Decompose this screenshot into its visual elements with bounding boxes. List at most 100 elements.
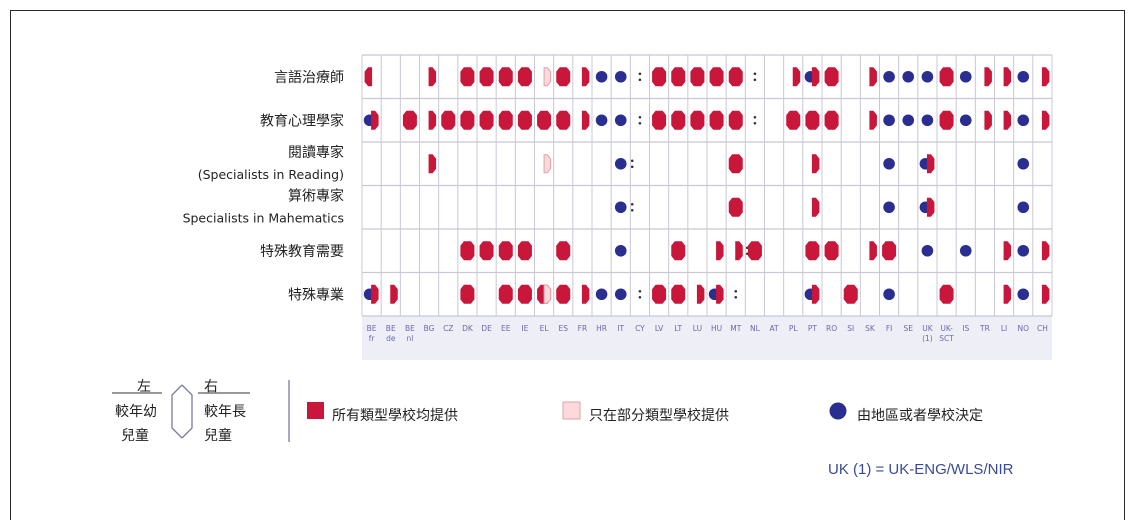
symbol-not-available	[753, 121, 757, 125]
symbol-all-schools	[709, 110, 724, 130]
age-key-bracket-left	[171, 384, 183, 439]
country-code: LV	[655, 324, 664, 333]
symbol-all-schools	[811, 197, 820, 217]
row-label: 言語治療師	[274, 69, 344, 86]
symbol-all-schools	[460, 284, 475, 304]
symbol-all-schools	[1003, 67, 1012, 87]
symbol-all-schools	[460, 110, 475, 130]
symbol-all-schools	[869, 110, 877, 130]
symbol-all-schools	[690, 110, 705, 130]
country-subcode: SCT	[939, 334, 954, 343]
symbol-local-decision	[902, 70, 915, 83]
symbol-all-schools	[939, 284, 954, 304]
country-code: RO	[826, 324, 837, 333]
symbol-all-schools	[556, 284, 571, 304]
symbol-local-decision	[883, 201, 895, 214]
country-code: LT	[674, 324, 682, 333]
symbol-all-schools	[869, 67, 877, 87]
country-code: CY	[635, 324, 645, 333]
symbol-local-decision	[614, 244, 627, 257]
symbol-local-decision	[595, 114, 608, 127]
symbol-all-schools	[1041, 67, 1050, 87]
symbol-all-schools	[824, 67, 839, 87]
symbol-some-schools	[543, 284, 552, 304]
country-code: SE	[904, 324, 914, 333]
symbol-some-schools	[543, 67, 552, 87]
symbol-all-schools	[498, 284, 513, 304]
symbol-not-available	[753, 72, 757, 76]
symbol-not-available	[630, 208, 634, 212]
country-code: NO	[1017, 324, 1029, 333]
symbol-local-decision	[614, 114, 627, 127]
symbol-not-available	[753, 78, 757, 82]
age-key-bracket-right	[181, 384, 193, 439]
symbol-all-schools	[811, 154, 820, 174]
symbol-all-schools	[939, 110, 954, 130]
country-code: DE	[481, 324, 492, 333]
symbol-all-schools	[517, 110, 532, 130]
symbol-local-decision	[883, 288, 895, 301]
symbol-all-schools	[652, 284, 667, 304]
country-code: CH	[1037, 324, 1048, 333]
symbol-all-schools	[1041, 110, 1050, 130]
country-code: NL	[750, 324, 761, 333]
symbol-not-available	[638, 78, 642, 82]
country-code: CZ	[443, 324, 453, 333]
country-code: BG	[424, 324, 435, 333]
symbol-all-schools	[882, 241, 897, 261]
symbol-all-schools	[671, 67, 686, 87]
symbol-local-decision	[883, 70, 895, 83]
symbol-local-decision	[921, 114, 934, 127]
country-code: BE	[405, 324, 415, 333]
symbol-all-schools	[581, 67, 590, 87]
symbol-all-schools	[479, 67, 494, 87]
symbol-not-available	[638, 295, 642, 299]
country-subcode: de	[386, 334, 396, 343]
symbol-all-schools	[824, 241, 839, 261]
symbol-all-schools	[696, 284, 705, 304]
symbol-local-decision	[614, 70, 627, 83]
symbol-all-schools	[1003, 110, 1012, 130]
symbol-all-schools	[479, 241, 494, 261]
country-code: IS	[962, 324, 969, 333]
symbol-all-schools	[824, 110, 839, 130]
symbol-all-schools	[537, 110, 552, 130]
age-right-label: 右	[204, 379, 218, 395]
age-left-desc-1: 較年幼	[115, 404, 157, 420]
country-code: IE	[521, 324, 528, 333]
symbol-all-schools	[652, 110, 667, 130]
row-label: 教育心理學家	[260, 112, 344, 129]
symbol-local-decision	[921, 244, 934, 257]
country-code: HU	[711, 324, 722, 333]
symbol-all-schools	[556, 110, 571, 130]
symbol-all-schools	[371, 284, 379, 304]
symbol-local-decision	[921, 70, 934, 83]
country-code: LU	[693, 324, 702, 333]
symbol-all-schools	[428, 67, 437, 87]
age-right-desc-2: 兒童	[204, 428, 232, 444]
symbol-local-decision	[595, 288, 608, 301]
row-sublabel: Specialists in Mahematics	[183, 210, 344, 225]
symbol-all-schools	[747, 241, 762, 261]
symbol-local-decision	[959, 114, 972, 127]
symbol-local-decision	[614, 157, 627, 170]
symbol-local-decision	[883, 157, 895, 170]
symbol-local-decision	[1017, 244, 1030, 257]
symbol-all-schools	[690, 67, 705, 87]
country-code: EE	[501, 324, 511, 333]
symbol-not-available	[745, 252, 749, 256]
symbol-all-schools	[498, 110, 513, 130]
symbol-all-schools	[652, 67, 667, 87]
symbol-all-schools	[517, 67, 532, 87]
symbol-local-decision	[1017, 288, 1030, 301]
country-code: DK	[462, 324, 474, 333]
symbol-all-schools	[735, 241, 743, 261]
row-label: 特殊專業	[288, 287, 344, 303]
country-code: IT	[617, 324, 624, 333]
age-left-desc-2: 兒童	[121, 428, 149, 444]
symbol-all-schools	[1041, 241, 1050, 261]
symbol-all-schools	[728, 154, 743, 174]
symbol-all-schools	[805, 241, 820, 261]
symbol-all-schools	[441, 110, 456, 130]
symbol-all-schools	[716, 284, 724, 304]
